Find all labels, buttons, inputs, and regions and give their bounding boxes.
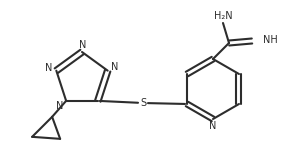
- Text: N: N: [45, 63, 52, 73]
- Text: S: S: [140, 98, 146, 108]
- Text: N: N: [111, 62, 118, 72]
- Text: NH: NH: [263, 35, 278, 45]
- Text: H₂N: H₂N: [214, 11, 232, 21]
- Text: N: N: [56, 101, 64, 111]
- Text: N: N: [209, 121, 217, 131]
- Text: N: N: [79, 40, 87, 50]
